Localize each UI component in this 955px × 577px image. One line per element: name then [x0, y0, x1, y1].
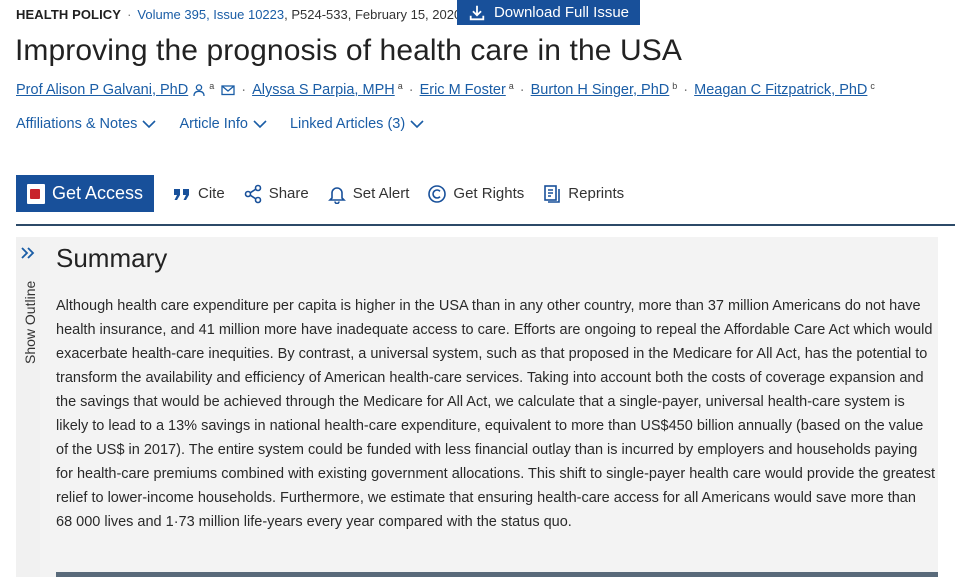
author-list: Prof Alison P Galvani, PhD a · Alyssa S …	[16, 81, 875, 98]
tab-affiliations-notes[interactable]: Affiliations & Notes	[16, 116, 157, 132]
affiliation-sup: a	[209, 81, 215, 91]
mail-icon[interactable]	[221, 83, 235, 97]
section-divider	[16, 224, 955, 226]
copyright-icon	[428, 184, 447, 203]
get-access-button[interactable]: Get Access	[16, 175, 154, 212]
chevron-down-icon	[253, 120, 267, 129]
download-label: Download Full Issue	[493, 4, 630, 21]
share-icon	[244, 184, 261, 203]
download-icon	[468, 4, 486, 22]
quote-icon	[174, 188, 189, 200]
author-link[interactable]: Alyssa S Parpia, MPH	[252, 82, 395, 98]
get-rights-label: Get Rights	[453, 185, 525, 202]
cite-button[interactable]: Cite	[172, 184, 225, 204]
bell-icon	[327, 186, 346, 204]
reprints-button[interactable]: Reprints	[542, 184, 624, 204]
separator: ·	[408, 82, 414, 98]
affiliation-sup: c	[870, 81, 875, 91]
author-link[interactable]: Burton H Singer, PhD	[530, 82, 670, 98]
affiliation-sup: a	[397, 81, 403, 91]
separator: ·	[127, 6, 132, 22]
pages-date: , P524-533, February 15, 2020	[284, 6, 462, 22]
affiliation-sup: b	[672, 81, 678, 91]
tab-linked-articles[interactable]: Linked Articles (3)	[290, 116, 425, 132]
reprints-label: Reprints	[568, 185, 625, 202]
set-alert-label: Set Alert	[352, 185, 410, 202]
download-full-issue-button[interactable]: Download Full Issue	[457, 0, 640, 25]
double-chevron-right-icon[interactable]	[18, 243, 38, 263]
separator: ·	[683, 82, 689, 98]
article-title: Improving the prognosis of health care i…	[15, 34, 682, 67]
tab-article-info[interactable]: Article Info	[179, 116, 268, 132]
section-label: HEALTH POLICY	[16, 6, 122, 22]
chevron-down-icon	[142, 120, 157, 129]
separator: ·	[241, 82, 247, 98]
share-button[interactable]: Share	[243, 184, 309, 204]
action-bar: Get Access Cite Share Set Alert Get Righ…	[16, 175, 624, 212]
tab-label: Affiliations & Notes	[16, 116, 138, 132]
show-outline-label[interactable]: Show Outline	[22, 280, 38, 364]
pdf-icon	[26, 183, 45, 204]
person-icon[interactable]	[192, 83, 206, 97]
citation-line: HEALTH POLICY · Volume 395, Issue 10223 …	[16, 4, 461, 24]
reprints-icon	[544, 184, 561, 203]
summary-panel: Summary Although health care expenditure…	[40, 237, 938, 577]
author-link[interactable]: Prof Alison P Galvani, PhD	[16, 82, 189, 98]
info-tabs: Affiliations & Notes Article Info Linked…	[16, 116, 425, 132]
tab-label: Linked Articles (3)	[289, 116, 406, 132]
affiliation-sup: a	[508, 81, 514, 91]
panel-divider	[56, 572, 938, 577]
tab-label: Article Info	[179, 116, 248, 132]
set-alert-button[interactable]: Set Alert	[327, 184, 410, 204]
summary-heading: Summary	[56, 243, 168, 273]
summary-text: Although health care expenditure per cap…	[56, 298, 936, 530]
cite-label: Cite	[198, 185, 225, 202]
chevron-down-icon	[410, 120, 424, 129]
share-label: Share	[268, 185, 309, 202]
get-access-label: Get Access	[51, 183, 144, 203]
get-rights-button[interactable]: Get Rights	[427, 184, 524, 204]
author-link[interactable]: Eric M Foster	[419, 82, 506, 98]
author-link[interactable]: Meagan C Fitzpatrick, PhD	[694, 82, 868, 98]
outline-sidebar[interactable]	[16, 237, 40, 577]
volume-issue-link[interactable]: Volume 395, Issue 10223	[137, 6, 285, 22]
separator: ·	[519, 82, 525, 98]
